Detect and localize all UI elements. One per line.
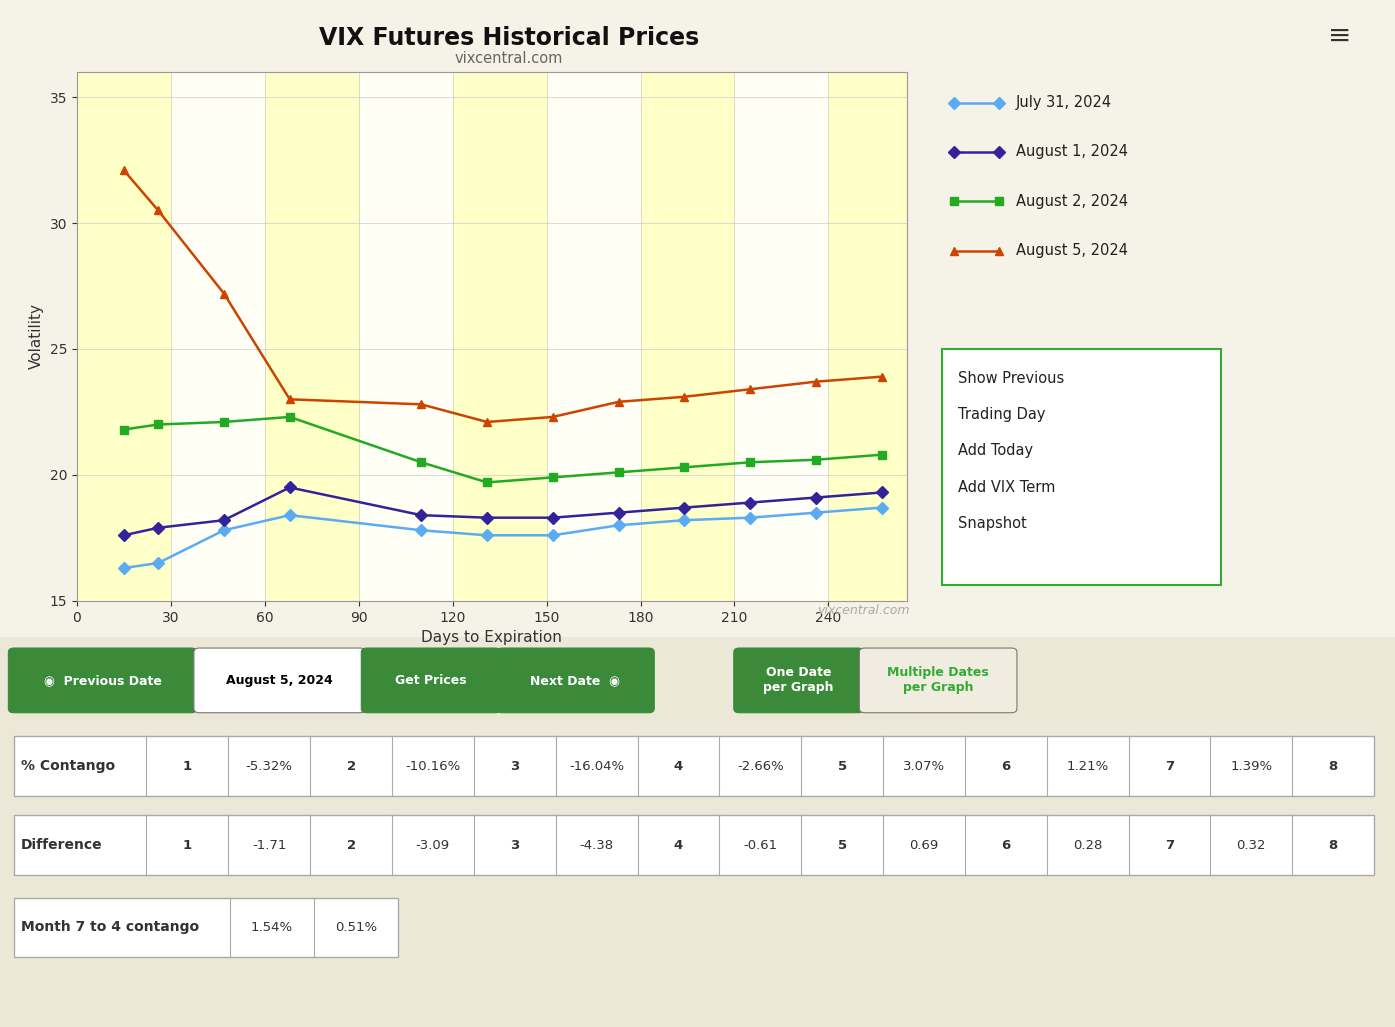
Bar	[452, 72, 547, 601]
Text: Add Today: Add Today	[958, 444, 1034, 458]
Text: 1: 1	[183, 839, 193, 851]
Text: -3.09: -3.09	[416, 839, 451, 851]
Text: -2.66%: -2.66%	[737, 760, 784, 772]
Text: 4: 4	[674, 760, 684, 772]
Text: Multiple Dates
per Graph: Multiple Dates per Graph	[887, 667, 989, 694]
Text: Show Previous: Show Previous	[958, 371, 1064, 386]
Text: 6: 6	[1002, 760, 1010, 772]
Text: Add VIX Term: Add VIX Term	[958, 480, 1056, 495]
Text: Get Prices: Get Prices	[395, 674, 467, 687]
Text: 2: 2	[346, 839, 356, 851]
Text: 5: 5	[837, 839, 847, 851]
Text: 7: 7	[1165, 760, 1175, 772]
Text: 0.51%: 0.51%	[335, 921, 377, 934]
Bar	[265, 72, 359, 601]
Text: -5.32%: -5.32%	[246, 760, 293, 772]
Text: ≡: ≡	[1328, 22, 1350, 50]
Text: 3.07%: 3.07%	[903, 760, 944, 772]
Text: % Contango: % Contango	[21, 759, 114, 773]
Text: 3: 3	[511, 760, 519, 772]
Text: July 31, 2024: July 31, 2024	[1016, 96, 1112, 110]
Text: -16.04%: -16.04%	[569, 760, 624, 772]
Text: 8: 8	[1328, 839, 1338, 851]
Text: 3: 3	[511, 839, 519, 851]
Text: 2: 2	[346, 760, 356, 772]
Text: August 5, 2024: August 5, 2024	[226, 674, 333, 687]
Text: 1.39%: 1.39%	[1230, 760, 1272, 772]
Text: August 5, 2024: August 5, 2024	[1016, 243, 1127, 258]
Text: vixcentral.com: vixcentral.com	[455, 51, 564, 66]
Text: -0.61: -0.61	[744, 839, 777, 851]
Text: ◉  Previous Date: ◉ Previous Date	[43, 674, 162, 687]
Bar	[829, 72, 907, 601]
Text: 8: 8	[1328, 760, 1338, 772]
Text: 0.32: 0.32	[1236, 839, 1267, 851]
Text: August 2, 2024: August 2, 2024	[1016, 194, 1127, 208]
Text: 4: 4	[674, 839, 684, 851]
Text: 0.28: 0.28	[1073, 839, 1102, 851]
Text: August 1, 2024: August 1, 2024	[1016, 145, 1127, 159]
Text: -10.16%: -10.16%	[406, 760, 460, 772]
Text: Difference: Difference	[21, 838, 103, 852]
Text: vixcentral.com: vixcentral.com	[817, 604, 910, 617]
Text: 1.21%: 1.21%	[1067, 760, 1109, 772]
Bar	[77, 72, 170, 601]
Y-axis label: Volatility: Volatility	[29, 303, 43, 370]
Text: One Date
per Graph: One Date per Graph	[763, 667, 834, 694]
Bar	[640, 72, 735, 601]
Text: -4.38: -4.38	[579, 839, 614, 851]
Text: -1.71: -1.71	[252, 839, 286, 851]
Text: 6: 6	[1002, 839, 1010, 851]
Text: Next Date  ◉: Next Date ◉	[530, 674, 621, 687]
X-axis label: Days to Expiration: Days to Expiration	[421, 631, 562, 645]
Text: 5: 5	[837, 760, 847, 772]
Text: 1: 1	[183, 760, 193, 772]
Text: 1.54%: 1.54%	[251, 921, 293, 934]
Text: Snapshot: Snapshot	[958, 517, 1027, 531]
Text: VIX Futures Historical Prices: VIX Futures Historical Prices	[319, 26, 699, 50]
Text: Trading Day: Trading Day	[958, 407, 1046, 422]
Text: Month 7 to 4 contango: Month 7 to 4 contango	[21, 920, 199, 935]
Text: 7: 7	[1165, 839, 1175, 851]
Text: 0.69: 0.69	[910, 839, 939, 851]
